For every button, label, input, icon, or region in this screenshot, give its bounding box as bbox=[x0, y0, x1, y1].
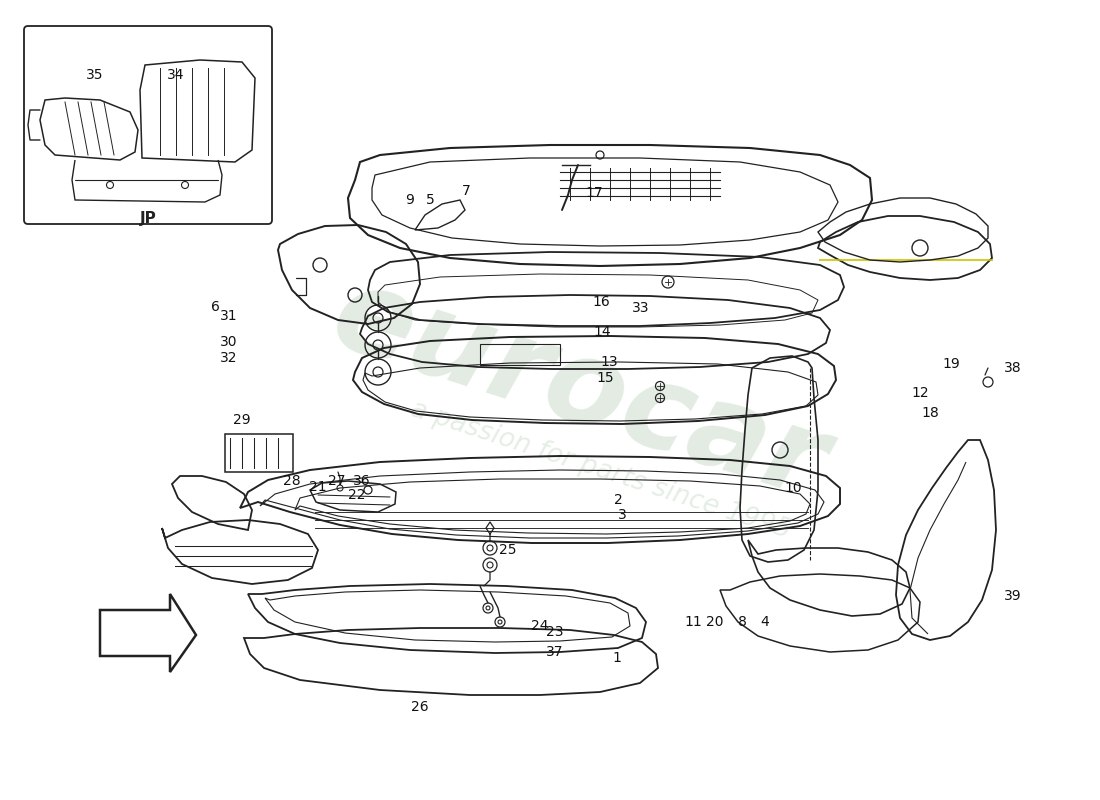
Text: JP: JP bbox=[140, 210, 156, 226]
Bar bbox=[226, 434, 293, 472]
Text: 29: 29 bbox=[233, 413, 251, 427]
Text: 25: 25 bbox=[499, 543, 517, 557]
Text: eurocar: eurocar bbox=[319, 256, 840, 524]
Text: 23: 23 bbox=[547, 625, 563, 639]
Text: 27: 27 bbox=[328, 474, 345, 488]
Text: 19: 19 bbox=[942, 357, 960, 371]
Text: a passion for parts since 1995: a passion for parts since 1995 bbox=[407, 396, 793, 544]
Text: 21: 21 bbox=[309, 480, 327, 494]
Text: 9: 9 bbox=[406, 193, 415, 207]
Text: 13: 13 bbox=[601, 355, 618, 369]
Text: 3: 3 bbox=[617, 508, 626, 522]
Text: 39: 39 bbox=[1004, 589, 1022, 603]
Text: 8: 8 bbox=[738, 615, 747, 629]
Text: 5: 5 bbox=[426, 193, 434, 207]
Text: 22: 22 bbox=[349, 488, 365, 502]
Text: 1: 1 bbox=[613, 651, 621, 665]
Text: 15: 15 bbox=[596, 371, 614, 385]
Text: 10: 10 bbox=[784, 481, 802, 495]
Text: 24: 24 bbox=[531, 619, 549, 633]
Text: 7: 7 bbox=[462, 184, 471, 198]
Text: 16: 16 bbox=[592, 295, 609, 309]
Text: 36: 36 bbox=[353, 474, 371, 488]
Text: 11: 11 bbox=[684, 615, 702, 629]
Text: 37: 37 bbox=[547, 645, 563, 659]
Text: 32: 32 bbox=[220, 351, 238, 365]
FancyBboxPatch shape bbox=[24, 26, 272, 224]
Text: 14: 14 bbox=[593, 325, 611, 339]
Text: 17: 17 bbox=[585, 186, 603, 200]
Text: 34: 34 bbox=[167, 68, 185, 82]
Text: 35: 35 bbox=[86, 68, 103, 82]
Text: 28: 28 bbox=[283, 474, 300, 488]
Text: 12: 12 bbox=[911, 386, 928, 400]
Text: 6: 6 bbox=[210, 300, 219, 314]
Text: 30: 30 bbox=[220, 335, 238, 349]
Text: 18: 18 bbox=[921, 406, 939, 420]
Text: 38: 38 bbox=[1004, 361, 1022, 375]
Text: 20: 20 bbox=[706, 615, 724, 629]
Text: 26: 26 bbox=[411, 700, 429, 714]
Text: 31: 31 bbox=[220, 309, 238, 323]
Text: 33: 33 bbox=[632, 301, 650, 315]
Text: 4: 4 bbox=[760, 615, 769, 629]
Text: 2: 2 bbox=[614, 493, 623, 507]
